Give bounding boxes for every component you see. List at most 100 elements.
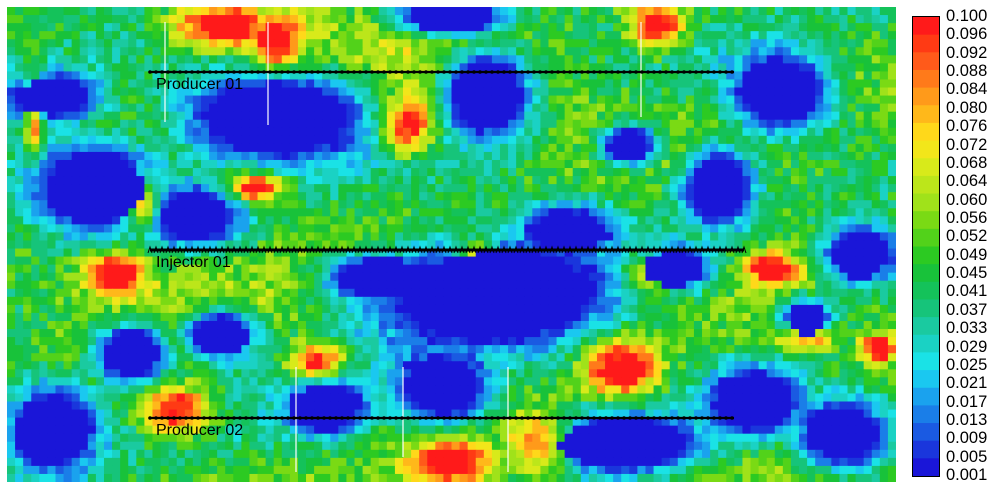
heatmap-cell [483,312,493,322]
heatmap-cell [176,119,186,129]
heatmap-cell [516,23,525,32]
heatmap-cell [330,159,339,169]
heatmap-cell [217,71,226,80]
heatmap-cell [241,159,250,169]
heatmap-cell [685,151,695,161]
heatmap-cell [863,337,873,346]
heatmap-cell [314,256,323,266]
heatmap-cell [136,272,145,282]
heatmap-cell [419,208,428,217]
heatmap-cell [314,280,323,290]
heatmap-cell [209,127,218,137]
heatmap-cell [225,95,234,105]
heatmap-cell [734,159,743,169]
heatmap-cell [871,200,881,209]
heatmap-cell [354,361,364,370]
heatmap-cell [726,143,735,153]
heatmap-cell [289,23,299,32]
heatmap-cell [750,337,760,346]
heatmap-cell [491,135,501,145]
heatmap-cell [273,168,283,177]
heatmap-cell [693,296,703,306]
heatmap-cell [370,192,380,201]
heatmap-cell [702,216,711,225]
heatmap-cell [435,264,444,274]
heatmap-cell [55,312,65,322]
heatmap-cell [483,159,493,169]
heatmap-cell [403,264,412,274]
heatmap-cell [103,55,113,64]
heatmap-cell [815,23,824,32]
heatmap-cell [508,329,517,338]
heatmap-cell [863,31,873,40]
heatmap-cell [516,55,525,64]
heatmap-cell [588,320,598,330]
heatmap-cell [168,256,178,266]
heatmap-cell [71,280,81,290]
heatmap-cell [265,23,275,32]
heatmap-cell [386,151,396,161]
heatmap-cell [378,264,388,274]
heatmap-cell [314,31,323,40]
heatmap-cell [370,208,380,217]
heatmap-cell [39,184,48,193]
heatmap-cell [693,192,703,201]
heatmap-cell [887,31,896,40]
heatmap-cell [605,272,614,282]
heatmap-cell [758,127,768,137]
heatmap-cell [556,256,566,266]
heatmap-cell [475,320,485,330]
heatmap-cell [15,39,24,48]
heatmap-cell [823,296,832,306]
heatmap-cell [677,280,687,290]
heatmap-cell [297,111,307,121]
heatmap-cell [879,71,889,80]
heatmap-cell [71,168,81,177]
heatmap-cell [112,296,121,306]
heatmap-cell [144,337,153,346]
heatmap-cell [144,127,153,137]
heatmap-cell [742,361,752,370]
heatmap-cell [596,103,606,113]
heatmap-cell [702,111,711,121]
heatmap-cell [556,288,566,298]
heatmap-cell [483,345,493,354]
heatmap-cell [281,329,291,338]
heatmap-cell [427,361,436,370]
heatmap-cell [55,71,65,80]
heatmap-cell [71,143,81,153]
heatmap-cell [839,15,849,24]
heatmap-cell [354,143,364,153]
heatmap-cell [31,272,40,282]
heatmap-cell [685,208,695,217]
heatmap-cell [540,55,549,64]
heatmap-cell [491,15,501,24]
heatmap-cell [508,288,517,298]
heatmap-cell [265,280,275,290]
heatmap-cell [621,240,630,250]
heatmap-cell [815,312,824,322]
heatmap-cell [661,256,671,266]
heatmap-cell [39,39,48,48]
heatmap-cell [459,312,469,322]
heatmap-cell [354,71,364,80]
heatmap-cell [467,143,477,153]
heatmap-cell [580,288,590,298]
heatmap-cell [55,256,65,266]
heatmap-cell [281,95,291,105]
heatmap-cell [790,240,800,250]
heatmap-cell [209,47,218,56]
heatmap-cell [152,288,162,298]
heatmap-cell [403,159,412,169]
heatmap-cell [653,320,663,330]
heatmap-cell [306,264,315,274]
heatmap-cell [661,184,671,193]
heatmap-cell [233,87,242,97]
heatmap-cell [63,159,73,169]
heatmap-cell [112,127,121,137]
heatmap-cell [95,208,105,217]
heatmap-cell [766,280,776,290]
heatmap-cell [734,329,743,338]
heatmap-cell [750,200,760,209]
heatmap-cell [572,248,582,258]
